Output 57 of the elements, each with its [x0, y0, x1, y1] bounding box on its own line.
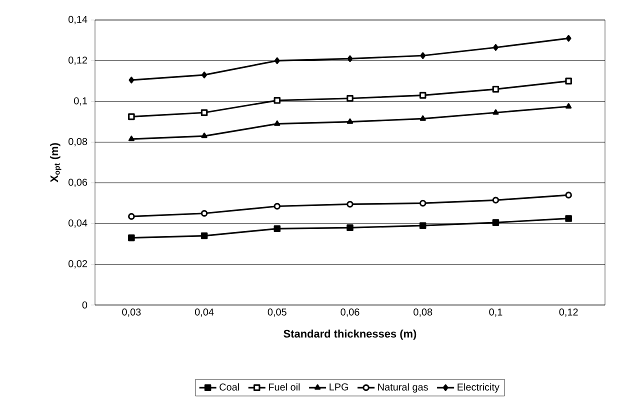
y-tick-label: 0,12	[68, 56, 88, 65]
point	[274, 225, 281, 232]
point	[128, 213, 135, 220]
point	[420, 115, 426, 121]
y-tick-label: 0,1	[74, 97, 88, 106]
x-axis-title: Standard thicknesses (m)	[284, 330, 416, 340]
point	[200, 232, 208, 240]
point	[128, 136, 134, 142]
point	[419, 200, 426, 207]
point	[492, 196, 500, 204]
point	[492, 109, 499, 115]
x-tick-label: 0,12	[559, 308, 578, 317]
point	[346, 118, 354, 124]
legend-label: Coal	[220, 383, 239, 391]
point	[274, 57, 280, 64]
x-tick-label: 0,04	[194, 308, 214, 317]
y-tick-label: 0	[82, 301, 88, 309]
point	[274, 97, 281, 104]
legend-label: LPG	[330, 383, 348, 390]
x-tick-label: 0,03	[122, 308, 141, 317]
y-tick-label: 0,06	[68, 178, 88, 187]
point	[128, 76, 134, 84]
point	[274, 202, 281, 210]
point	[566, 34, 572, 42]
point	[420, 52, 426, 60]
point	[492, 44, 498, 51]
point	[347, 55, 353, 62]
point	[128, 234, 135, 242]
point	[419, 222, 426, 229]
point	[200, 109, 208, 116]
point	[565, 192, 572, 198]
point	[201, 132, 208, 138]
point	[565, 215, 572, 222]
y-tick-label: 0,14	[68, 16, 88, 24]
x-tick-label: 0,1	[489, 308, 502, 317]
x-tick-label: 0,05	[268, 308, 286, 317]
y-tick-label: 0,04	[68, 219, 88, 228]
point	[566, 103, 572, 109]
point	[492, 219, 500, 226]
x-tick-label: 0,08	[414, 308, 432, 317]
point	[274, 120, 280, 126]
legend-label: Natural gas	[378, 383, 428, 393]
point	[202, 72, 208, 78]
point	[346, 224, 354, 232]
legend-label: Fuel oil	[268, 383, 300, 391]
point	[565, 78, 572, 84]
point	[200, 210, 208, 217]
point	[346, 200, 354, 208]
point	[346, 94, 354, 102]
legend-label: Electricity	[458, 383, 500, 393]
y-tick-label: 0,08	[68, 138, 88, 146]
point	[419, 92, 426, 99]
y-tick-label: 0,02	[68, 260, 88, 268]
point	[492, 86, 500, 93]
point	[128, 113, 135, 120]
y-axis-title: X$_{opt}$ (m)	[50, 143, 62, 182]
x-tick-label: 0,06	[340, 308, 360, 317]
